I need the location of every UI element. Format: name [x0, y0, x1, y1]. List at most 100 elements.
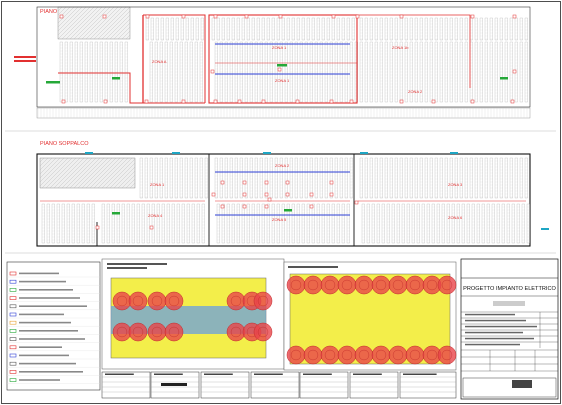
hatch-line	[57, 6, 63, 12]
rack-row	[409, 157, 413, 199]
rack-row	[494, 157, 498, 199]
rack-row	[276, 203, 280, 244]
rack-row	[101, 203, 105, 244]
legend-text-line	[19, 354, 69, 357]
rack-row	[304, 157, 308, 199]
rack-row	[471, 203, 475, 244]
device-symbol	[210, 69, 215, 74]
device-symbol	[470, 99, 475, 104]
hatch-line	[41, 157, 73, 189]
device-symbol	[181, 99, 186, 104]
rack-row	[374, 157, 378, 199]
rack-row	[394, 157, 398, 199]
rack-row	[189, 157, 193, 199]
rack-row	[314, 157, 318, 199]
rack-row	[241, 17, 245, 41]
floor-title-mezzanine: PIANO SOPPALCO	[40, 141, 89, 147]
device-symbol	[295, 99, 300, 104]
hatch-line	[81, 6, 115, 40]
rack-row	[464, 157, 468, 199]
rack-row	[361, 203, 365, 244]
rack-row	[419, 157, 423, 199]
legend-symbol	[9, 304, 17, 309]
device-symbol	[329, 192, 334, 197]
hatch-line	[57, 6, 79, 28]
zone-label: ZONA 1	[150, 182, 165, 187]
rack-row	[204, 157, 208, 199]
cyan-tags	[85, 152, 549, 230]
rack-row	[41, 203, 45, 244]
device-symbol	[309, 204, 314, 209]
rack-row	[496, 203, 500, 244]
hatch-line	[97, 6, 131, 40]
rack-row	[439, 17, 443, 41]
device-symbol	[244, 14, 249, 19]
rack-row	[121, 203, 125, 244]
rack-row	[524, 17, 528, 41]
rack-row	[266, 203, 270, 244]
zone-label: ZONA 4	[148, 213, 163, 218]
corridor-ground	[36, 107, 531, 119]
rack-row	[269, 157, 273, 199]
rack-row	[404, 157, 408, 199]
rack-row	[234, 157, 238, 199]
electrical-devices-mezzanine	[95, 180, 359, 230]
hatch-line	[65, 6, 99, 40]
legend-text-line	[19, 330, 78, 332]
rack-row	[286, 203, 290, 244]
rack-row	[439, 157, 443, 199]
hatch-line	[39, 157, 65, 183]
rack-row	[411, 203, 415, 244]
zone-label: ZONA 2	[408, 89, 423, 94]
hatch-line	[117, 26, 131, 40]
rack-row	[414, 17, 418, 41]
legend-text-line	[19, 289, 73, 291]
rack-row	[159, 157, 163, 199]
legend-symbol	[9, 271, 17, 276]
rack-row	[521, 203, 525, 244]
rack-row	[519, 17, 523, 41]
rack-row	[190, 17, 194, 41]
rack-row	[170, 17, 174, 41]
rack-row	[296, 17, 300, 41]
rack-row	[434, 17, 438, 41]
rack-row	[499, 17, 503, 41]
rack-row	[241, 203, 245, 244]
hatch-line	[93, 6, 127, 40]
rack-row	[166, 203, 170, 244]
rack-row	[409, 17, 413, 41]
legend-text-line	[19, 379, 60, 381]
hatch-line	[113, 166, 136, 189]
rack-row	[436, 203, 440, 244]
rack-row	[474, 17, 478, 41]
hatch-line	[125, 178, 136, 189]
hatch-line	[113, 22, 131, 40]
floor-plan-mezzanine: PIANO SOPPALCO ZONA 1 ZONA 2 ZONA 3 ZONA…	[36, 141, 549, 247]
rack-row	[61, 203, 65, 244]
hatch-line	[77, 157, 109, 189]
legend-symbol	[9, 361, 17, 366]
rack-row	[404, 17, 408, 41]
rack-row	[344, 157, 348, 199]
rack-row	[254, 157, 258, 199]
rack-row	[144, 157, 148, 199]
device-symbol	[512, 14, 517, 19]
rack-row	[151, 203, 155, 244]
rack-row	[261, 17, 265, 41]
rack-row	[266, 17, 270, 41]
device-symbol	[470, 14, 475, 19]
rack-row	[399, 17, 403, 41]
rack-row	[381, 203, 385, 244]
rack-row	[86, 203, 90, 244]
rack-row	[259, 157, 263, 199]
legend-symbol	[9, 279, 17, 284]
rack-row	[291, 203, 295, 244]
rack-row	[231, 17, 235, 41]
rack-row	[474, 157, 478, 199]
legend-text-line	[19, 338, 85, 340]
rack-row	[469, 17, 473, 41]
zone-label: ZONA A	[152, 59, 167, 64]
rack-row	[464, 17, 468, 41]
rack-row	[459, 157, 463, 199]
